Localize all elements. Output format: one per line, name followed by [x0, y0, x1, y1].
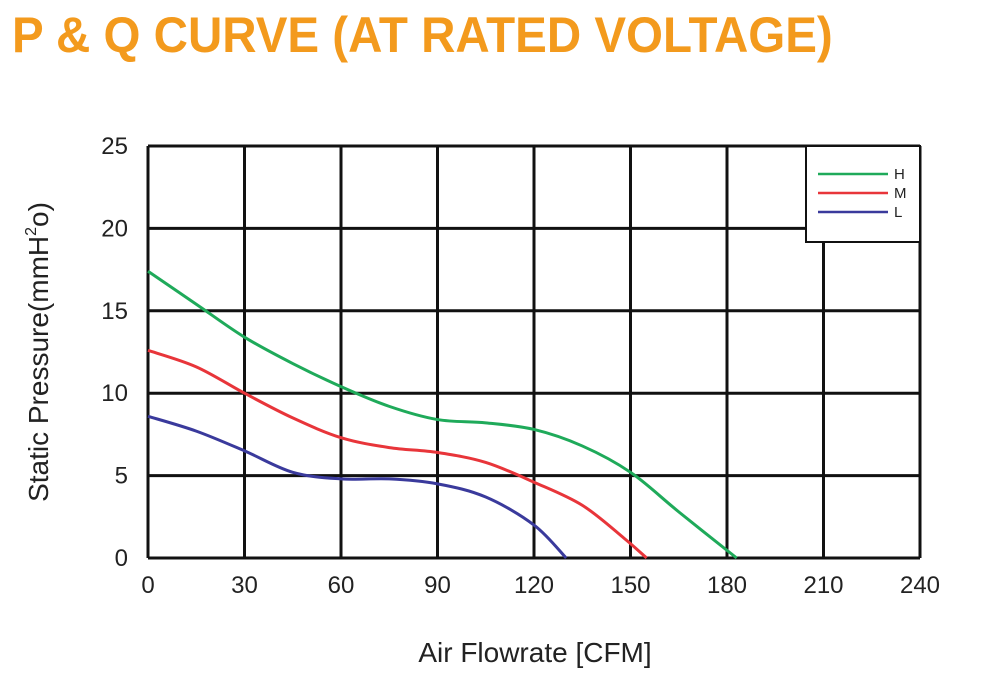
- chart-grid: [146, 144, 922, 560]
- y-tick-label: 25: [101, 133, 128, 160]
- x-axis-label: Air Flowrate [CFM]: [418, 637, 651, 668]
- y-tick-label: 5: [115, 463, 128, 490]
- y-axis-ticks: 0 5 10 15 20 25: [101, 133, 128, 572]
- x-axis-ticks: 0 30 60 90 120 150 180 210 240: [141, 572, 940, 599]
- y-tick-label: 10: [101, 380, 128, 407]
- series-line-m: [147, 348, 648, 560]
- series-line-l: [147, 414, 568, 560]
- x-tick-label: 180: [707, 572, 747, 599]
- y-tick-label: 20: [101, 215, 128, 242]
- x-tick-label: 90: [424, 572, 451, 599]
- legend-label-m: M: [894, 185, 907, 202]
- x-tick-label: 240: [900, 572, 940, 599]
- x-tick-label: 30: [231, 572, 258, 599]
- legend-label-l: L: [894, 204, 902, 221]
- chart-legend: HML: [805, 145, 921, 243]
- page-title: P & Q CURVE (AT RATED VOLTAGE): [12, 7, 833, 63]
- y-axis-label-sup: 2: [23, 227, 40, 236]
- x-tick-label: 60: [328, 572, 355, 599]
- x-tick-label: 120: [514, 572, 554, 599]
- x-tick-label: 210: [803, 572, 843, 599]
- y-axis-label: Static Pressure(mmH2o): [23, 202, 54, 502]
- y-axis-label-main: Static Pressure(mmH: [23, 236, 54, 502]
- x-tick-label: 0: [141, 572, 154, 599]
- legend-label-h: H: [894, 166, 905, 183]
- series-line-h: [147, 270, 738, 560]
- x-tick-label: 150: [610, 572, 650, 599]
- y-tick-label: 15: [101, 298, 128, 325]
- chart-series: [147, 270, 738, 560]
- y-axis-label-end: o): [23, 202, 54, 227]
- y-tick-label: 0: [115, 545, 128, 572]
